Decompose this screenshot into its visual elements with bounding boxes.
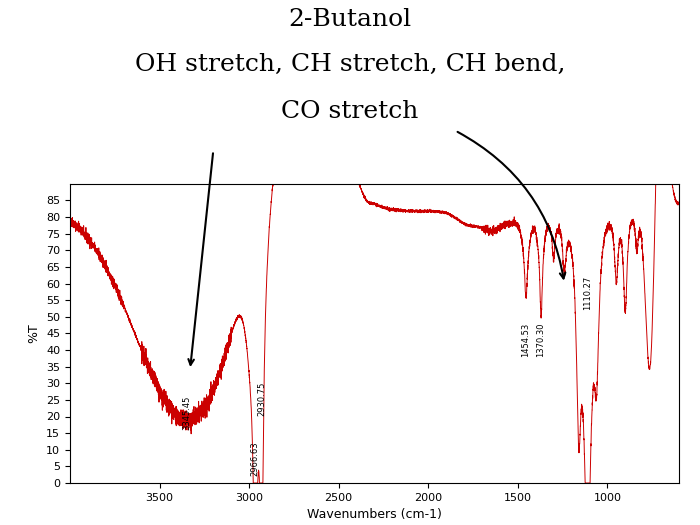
Text: 3345.45: 3345.45: [183, 395, 192, 430]
Text: 2-Butanol: 2-Butanol: [288, 8, 412, 31]
Text: 1370.30: 1370.30: [536, 322, 545, 356]
Text: 1110.27: 1110.27: [583, 276, 592, 310]
Text: 1454.53: 1454.53: [522, 322, 531, 356]
Y-axis label: %T: %T: [27, 323, 41, 343]
X-axis label: Wavenumbers (cm-1): Wavenumbers (cm-1): [307, 508, 442, 521]
Text: 2930.75: 2930.75: [257, 382, 266, 416]
Text: CO stretch: CO stretch: [281, 100, 419, 123]
Text: 2966.63: 2966.63: [251, 442, 260, 476]
Text: OH stretch, CH stretch, CH bend,: OH stretch, CH stretch, CH bend,: [134, 52, 566, 76]
